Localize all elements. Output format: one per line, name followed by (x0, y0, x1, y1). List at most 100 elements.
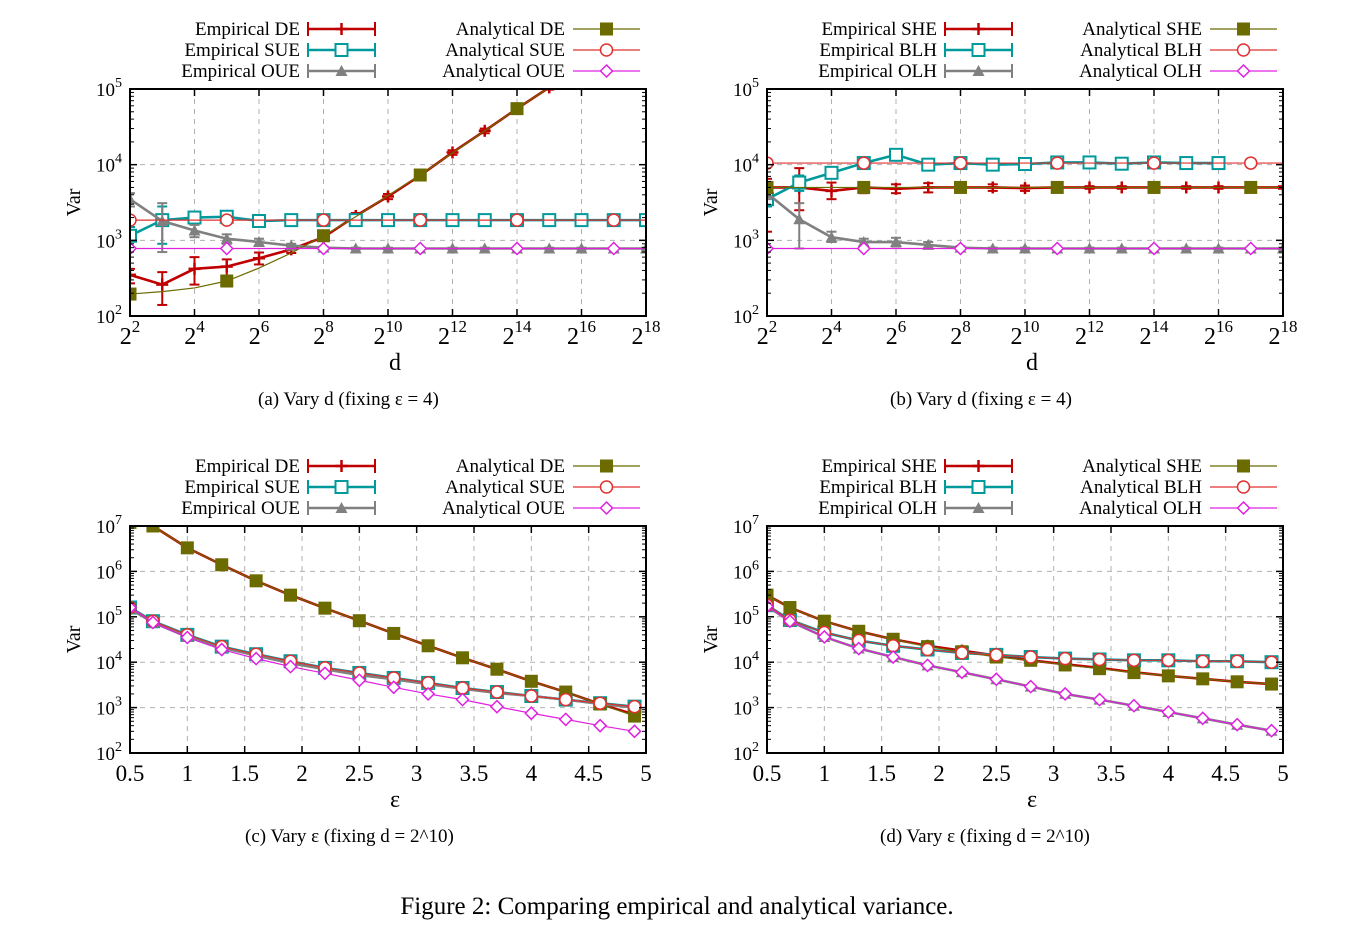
y-tick-label: 107 (733, 513, 759, 538)
x-tick-label: 212 (438, 317, 467, 350)
data-point (1050, 180, 1064, 194)
data-point (1230, 654, 1244, 668)
data-point (767, 241, 775, 256)
x-tick-label: 1 (182, 761, 194, 786)
series-line (767, 604, 1272, 663)
data-point (954, 665, 969, 680)
data-point (793, 213, 806, 225)
y-tick-label: 104 (733, 649, 759, 674)
data-point (1230, 717, 1245, 732)
x-tick-label: 2.5 (345, 761, 374, 786)
x-tick-label: 22 (757, 317, 778, 350)
x-tick-label: 0.5 (753, 761, 782, 786)
data-point (824, 165, 839, 180)
data-point (1050, 241, 1065, 256)
series-line (130, 607, 635, 732)
data-point (130, 193, 136, 205)
data-point (1161, 669, 1175, 683)
x-tick-label: 214 (503, 317, 533, 350)
series-analytical-de (130, 526, 642, 723)
x-tick-label: 3.5 (460, 761, 489, 786)
legend-marker (971, 43, 986, 57)
data-point (387, 626, 401, 640)
y-tick-label: 103 (733, 227, 759, 252)
data-point (627, 699, 642, 714)
caption-panel-d: (d) Vary ε (fixing d = 2^10) (880, 826, 1090, 847)
data-point (886, 649, 901, 665)
legend-marker (971, 480, 986, 494)
legend-marker (1237, 22, 1250, 36)
series-analytical-she (767, 588, 1279, 691)
data-point (317, 229, 330, 243)
legend-marker (599, 43, 614, 57)
data-point (252, 214, 266, 229)
data-point (1023, 650, 1038, 664)
data-point (510, 102, 524, 116)
data-point (1243, 241, 1258, 256)
data-point (606, 241, 621, 256)
x-tick-label: 3.5 (1097, 761, 1126, 786)
data-point (1195, 711, 1210, 726)
data-point (130, 600, 138, 615)
legend-marker (1236, 480, 1251, 494)
legend-label: Empirical OUE (181, 498, 300, 519)
legend-label: Analytical BLH (1080, 40, 1202, 61)
x-tick-label: 4.5 (1211, 761, 1240, 786)
caption-panel-b: (b) Vary d (fixing ε = 4) (890, 389, 1072, 410)
x-tick-label: 214 (1140, 317, 1170, 350)
data-point (1161, 653, 1176, 668)
series-line (130, 89, 550, 286)
data-point (1058, 651, 1072, 666)
data-point (953, 241, 968, 256)
plot-area (767, 588, 1279, 738)
data-point (219, 241, 234, 256)
legend-label: Empirical SUE (184, 477, 300, 498)
y-tick-label: 105 (96, 604, 122, 629)
data-point (890, 236, 902, 248)
data-point (220, 274, 234, 288)
x-tick-label: 22 (120, 317, 141, 350)
series-line (767, 604, 1272, 664)
data-point (1264, 723, 1279, 738)
x-tick-label: 210 (374, 317, 403, 350)
x-tick-label: 24 (821, 317, 842, 350)
legend-label: Empirical DE (195, 19, 300, 40)
series-line (767, 605, 1272, 732)
data-point (921, 157, 936, 172)
data-point (456, 651, 470, 665)
data-point (953, 156, 968, 170)
legend-label: Empirical OLH (818, 61, 937, 82)
x-axis-label: ε (1027, 787, 1037, 813)
legend-marker (599, 500, 614, 516)
legend-marker (1236, 43, 1251, 57)
data-point (249, 651, 264, 666)
data-point (1023, 679, 1038, 694)
data-point (253, 236, 265, 248)
chart-panel-b: 22 24 26 28 210 212 214 216 218 102 103 104 105 d Var E… (700, 19, 1298, 376)
data-point (851, 641, 866, 656)
grid (130, 89, 646, 316)
legend-marker (335, 65, 348, 76)
data-point (220, 213, 234, 227)
data-point (421, 686, 436, 701)
series-analytical-sue (130, 213, 646, 227)
x-axis-label: d (1026, 350, 1038, 376)
data-point (489, 699, 504, 714)
data-point (316, 241, 331, 256)
legend-marker (972, 65, 985, 76)
data-point (317, 666, 332, 681)
data-point (817, 614, 831, 628)
data-point (856, 241, 871, 256)
data-point (558, 692, 573, 707)
data-point (187, 210, 202, 225)
data-point (817, 629, 832, 645)
data-point (318, 601, 332, 615)
y-tick-label: 105 (96, 76, 122, 101)
data-point (490, 662, 504, 676)
data-point (1126, 698, 1141, 713)
legend-label: Analytical OLH (1079, 61, 1202, 82)
